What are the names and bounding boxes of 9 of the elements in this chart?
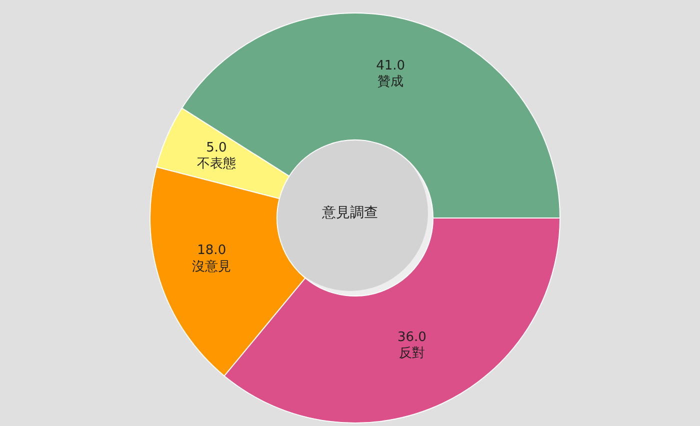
slice-label: 不表態 [196,156,236,172]
data-label: 5.0 [206,140,227,156]
slice-label: 反對 [398,346,425,361]
slice-label: 贊成 [378,74,404,90]
data-label: 36.0 [397,330,426,345]
slice-label: 沒意見 [192,259,232,274]
text: 意見調查 [321,205,378,221]
data-label: 18.0 [197,243,226,258]
data-label: 41.0 [376,58,406,74]
